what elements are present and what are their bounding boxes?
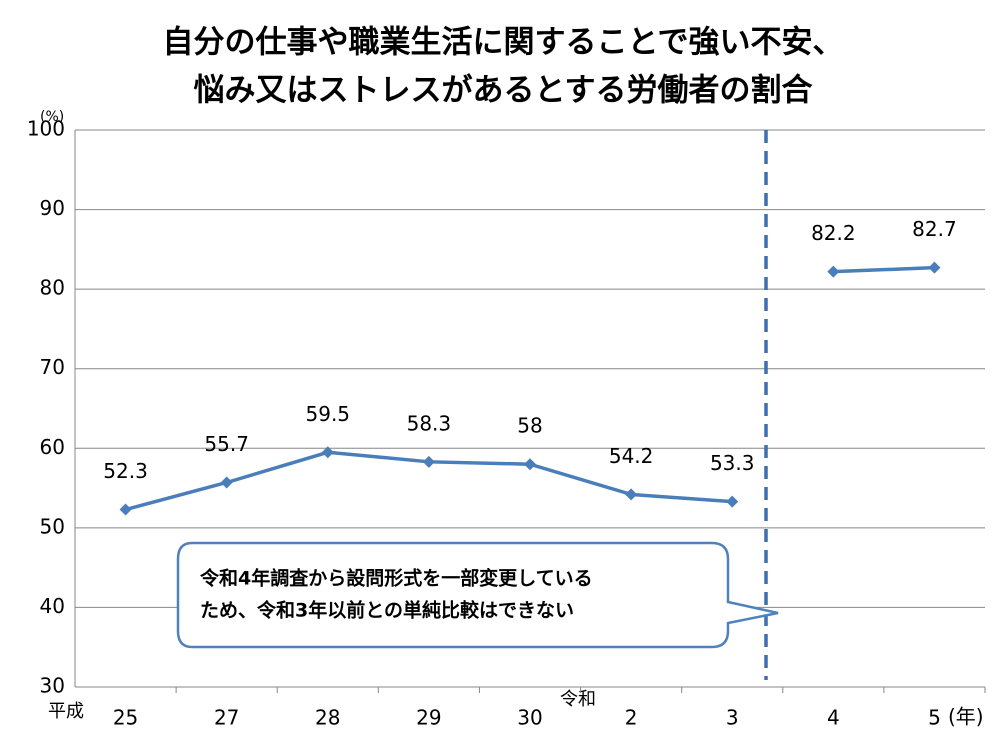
x-tick-label: 3 — [726, 706, 739, 730]
x-unit: (年) — [948, 705, 984, 729]
marker — [119, 503, 132, 516]
x-tick-label: 2 — [625, 706, 638, 730]
data-label: 58 — [517, 414, 542, 438]
y-tick-label: 40 — [40, 594, 65, 618]
y-tick-label: 60 — [40, 435, 65, 459]
era-label: 平成 — [48, 701, 84, 722]
y-tick-label: 90 — [40, 196, 65, 220]
marker — [928, 261, 941, 274]
marker — [321, 446, 334, 459]
annotation: 令和4年調査から設問形式を一部変更している — [200, 567, 593, 590]
marker — [220, 476, 233, 489]
y-tick-label: 70 — [40, 355, 65, 379]
x-tick-label: 27 — [214, 706, 239, 730]
data-label: 82.7 — [912, 217, 957, 241]
chart-title: 悩み又はストレスがあるとする労働者の割合 — [193, 73, 812, 109]
data-label: 54.2 — [609, 444, 654, 468]
x-tick-label: 25 — [113, 706, 138, 730]
y-tick-label: 30 — [40, 674, 65, 698]
data-label: 55.7 — [204, 432, 249, 456]
line — [833, 265, 935, 274]
marker — [625, 488, 638, 501]
x-tick-label: 5 — [928, 706, 941, 730]
data-label: 58.3 — [407, 411, 452, 435]
data-label: 53.3 — [710, 451, 755, 475]
marker — [827, 265, 840, 278]
x-tick-label: 29 — [416, 706, 441, 730]
x-tick-label: 28 — [315, 706, 340, 730]
y-tick-label: 80 — [40, 276, 65, 300]
marker — [422, 455, 435, 468]
y-tick-label: 50 — [40, 514, 65, 538]
marker — [524, 458, 536, 471]
y-unit: (%) — [40, 109, 64, 125]
data-label: 82.2 — [811, 221, 856, 245]
x-tick-label: 4 — [827, 706, 840, 730]
callout-box — [176, 541, 779, 649]
annotation: ため、令和3年以前との単純比較はできない — [200, 599, 574, 622]
chart-title: 自分の仕事や職業生活に関することで強い不安、 — [162, 25, 843, 61]
data-label: 59.5 — [306, 402, 351, 426]
era-label: 令和 — [560, 689, 596, 710]
marker — [726, 495, 739, 508]
data-label: 52.3 — [103, 459, 148, 483]
y-tick-label: 100 — [27, 117, 65, 141]
x-tick-label: 30 — [517, 706, 542, 730]
